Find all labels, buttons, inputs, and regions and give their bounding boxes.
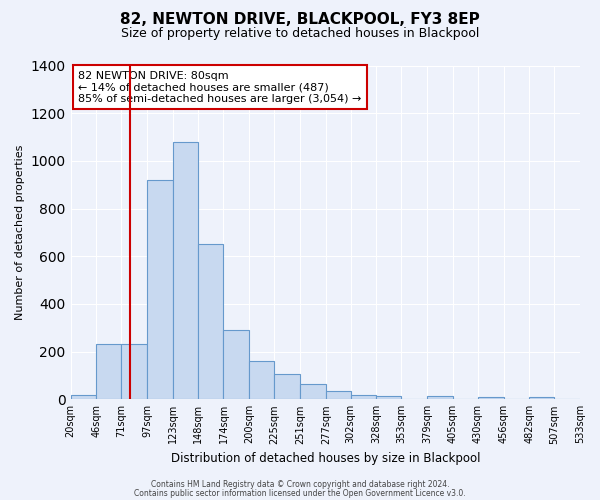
Bar: [376, 396, 401, 400]
Bar: [427, 396, 453, 400]
Text: Contains public sector information licensed under the Open Government Licence v3: Contains public sector information licen…: [134, 489, 466, 498]
Bar: [350, 394, 376, 400]
Bar: [529, 397, 554, 400]
Bar: [97, 344, 121, 400]
Text: Size of property relative to detached houses in Blackpool: Size of property relative to detached ho…: [121, 28, 479, 40]
X-axis label: Distribution of detached houses by size in Blackpool: Distribution of detached houses by size …: [170, 452, 480, 465]
Bar: [223, 330, 249, 400]
Bar: [173, 142, 197, 400]
Bar: [147, 180, 173, 400]
Text: 82, NEWTON DRIVE, BLACKPOOL, FY3 8EP: 82, NEWTON DRIVE, BLACKPOOL, FY3 8EP: [120, 12, 480, 28]
Bar: [478, 397, 503, 400]
Bar: [300, 384, 326, 400]
Text: 82 NEWTON DRIVE: 80sqm
← 14% of detached houses are smaller (487)
85% of semi-de: 82 NEWTON DRIVE: 80sqm ← 14% of detached…: [78, 70, 362, 104]
Y-axis label: Number of detached properties: Number of detached properties: [15, 144, 25, 320]
Bar: [326, 391, 350, 400]
Bar: [121, 344, 147, 400]
Bar: [71, 394, 97, 400]
Bar: [274, 374, 300, 400]
Bar: [197, 244, 223, 400]
Text: Contains HM Land Registry data © Crown copyright and database right 2024.: Contains HM Land Registry data © Crown c…: [151, 480, 449, 489]
Bar: [249, 361, 274, 400]
